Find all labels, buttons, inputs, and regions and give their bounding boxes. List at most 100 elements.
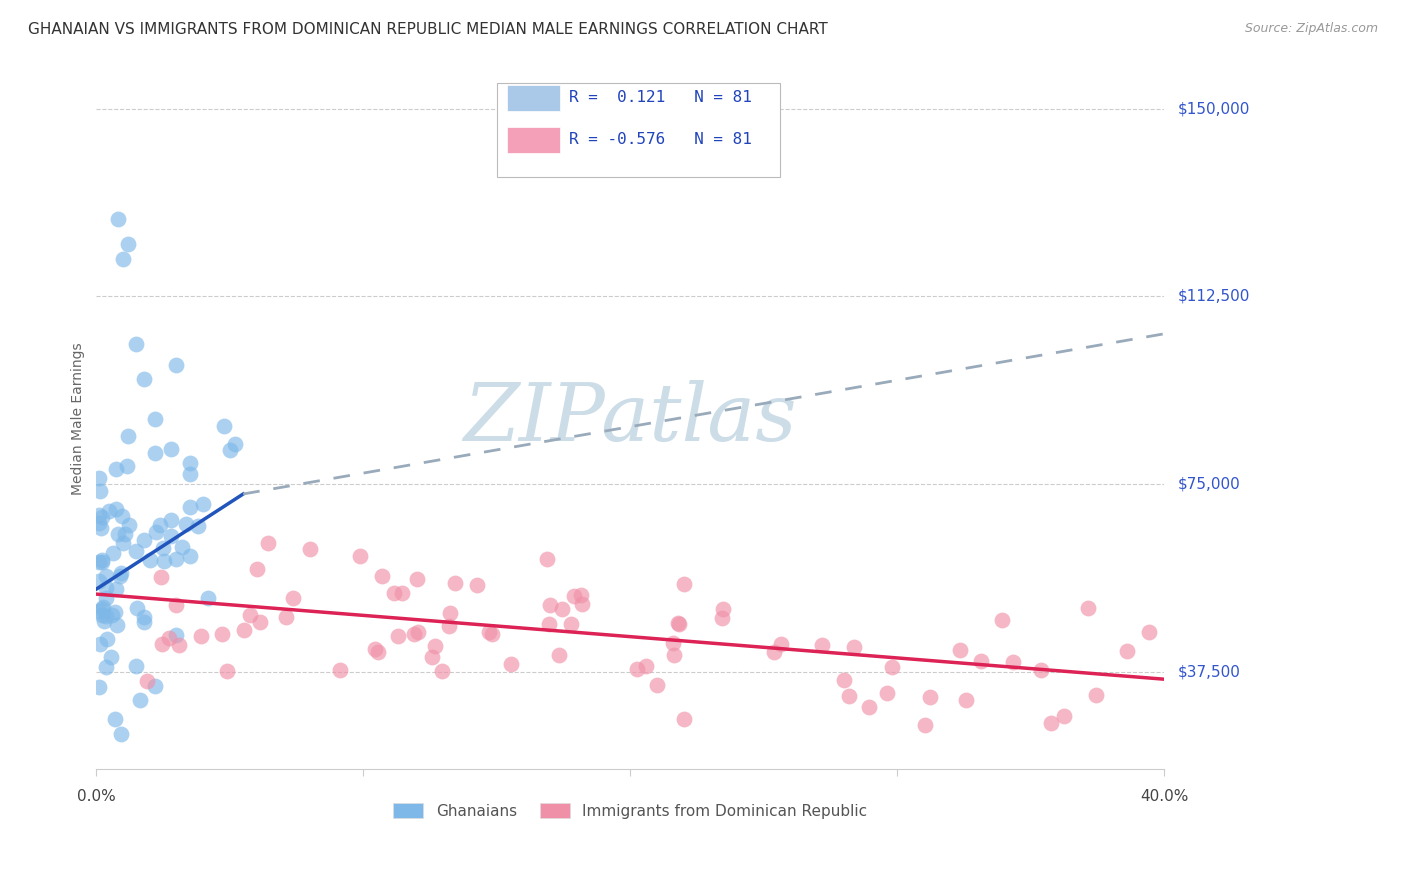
- Point: [571, 597, 593, 611]
- Text: ZIPatlas: ZIPatlas: [464, 380, 797, 458]
- Point: [672, 712, 695, 726]
- Point: [115, 458, 138, 473]
- Point: [170, 541, 193, 555]
- Point: [134, 372, 156, 386]
- Point: [249, 615, 271, 629]
- Point: [1084, 688, 1107, 702]
- Point: [371, 569, 394, 583]
- Point: [1001, 655, 1024, 669]
- Point: [405, 572, 427, 586]
- Point: [136, 673, 159, 688]
- Point: [536, 552, 558, 566]
- Point: [1031, 663, 1053, 677]
- Point: [167, 638, 190, 652]
- Text: $75,000: $75,000: [1178, 476, 1240, 491]
- Point: [143, 679, 166, 693]
- Y-axis label: Median Male Earnings: Median Male Earnings: [72, 343, 86, 495]
- Point: [160, 442, 183, 456]
- Point: [125, 658, 148, 673]
- Point: [367, 645, 389, 659]
- Point: [139, 553, 162, 567]
- Point: [647, 677, 669, 691]
- Point: [110, 569, 132, 583]
- Point: [562, 589, 585, 603]
- Point: [1115, 644, 1137, 658]
- Point: [89, 484, 111, 499]
- Point: [481, 626, 503, 640]
- Point: [711, 611, 734, 625]
- Point: [89, 636, 111, 650]
- Point: [179, 549, 201, 564]
- Point: [87, 516, 110, 531]
- Point: [165, 628, 187, 642]
- Point: [214, 419, 236, 434]
- Text: $112,500: $112,500: [1178, 289, 1250, 304]
- Point: [94, 591, 117, 606]
- Point: [711, 601, 734, 615]
- Point: [91, 607, 114, 622]
- Point: [551, 602, 574, 616]
- Point: [157, 631, 180, 645]
- Point: [104, 712, 127, 726]
- Point: [423, 639, 446, 653]
- Point: [858, 700, 880, 714]
- Point: [349, 549, 371, 564]
- Point: [406, 625, 429, 640]
- Point: [666, 615, 689, 630]
- Point: [810, 638, 832, 652]
- Point: [218, 442, 240, 457]
- Point: [94, 609, 117, 624]
- Point: [991, 614, 1014, 628]
- Point: [569, 588, 592, 602]
- Point: [160, 529, 183, 543]
- Point: [179, 456, 201, 470]
- Text: 40.0%: 40.0%: [1140, 789, 1188, 805]
- Point: [160, 513, 183, 527]
- Point: [467, 578, 489, 592]
- Point: [114, 527, 136, 541]
- Point: [548, 648, 571, 662]
- Point: [134, 615, 156, 629]
- Point: [117, 429, 139, 443]
- Point: [117, 236, 139, 251]
- Point: [94, 660, 117, 674]
- Point: [404, 627, 426, 641]
- Text: R =  0.121   N = 81: R = 0.121 N = 81: [569, 90, 752, 105]
- Point: [90, 521, 112, 535]
- Point: [112, 252, 135, 266]
- Point: [668, 616, 690, 631]
- Point: [110, 566, 132, 580]
- Point: [215, 665, 238, 679]
- Text: R = -0.576   N = 81: R = -0.576 N = 81: [569, 133, 752, 147]
- Point: [145, 524, 167, 539]
- Point: [100, 649, 122, 664]
- Point: [93, 614, 115, 628]
- Point: [538, 617, 561, 632]
- Point: [634, 659, 657, 673]
- Point: [118, 518, 141, 533]
- Point: [132, 610, 155, 624]
- Point: [165, 358, 187, 372]
- Point: [364, 642, 387, 657]
- Point: [110, 508, 132, 523]
- Point: [150, 637, 173, 651]
- Text: Source: ZipAtlas.com: Source: ZipAtlas.com: [1244, 22, 1378, 36]
- Point: [129, 693, 152, 707]
- Point: [439, 606, 461, 620]
- Point: [769, 637, 792, 651]
- Point: [662, 635, 685, 649]
- Legend: Ghanaians, Immigrants from Dominican Republic: Ghanaians, Immigrants from Dominican Rep…: [387, 797, 873, 825]
- Point: [387, 629, 409, 643]
- Text: 0.0%: 0.0%: [77, 789, 115, 805]
- Point: [150, 569, 173, 583]
- Point: [914, 718, 936, 732]
- Point: [329, 663, 352, 677]
- Point: [96, 569, 118, 583]
- Point: [838, 689, 860, 703]
- Point: [439, 618, 461, 632]
- Point: [257, 536, 280, 550]
- Point: [224, 436, 246, 450]
- Point: [1137, 624, 1160, 639]
- Point: [501, 657, 523, 671]
- Point: [90, 601, 112, 615]
